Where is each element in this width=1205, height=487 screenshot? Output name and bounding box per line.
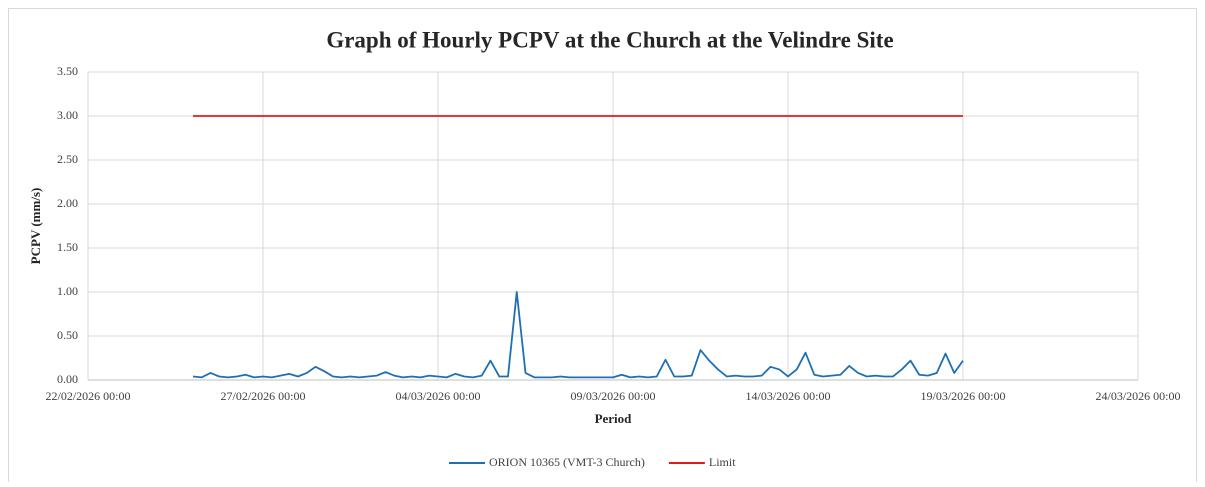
y-tick-label: 0.00 bbox=[57, 372, 78, 386]
legend-label: ORION 10365 (VMT-3 Church) bbox=[489, 455, 645, 469]
x-tick-label: 19/03/2026 00:00 bbox=[920, 389, 1005, 403]
y-axis-title: PCPV (mm/s) bbox=[28, 188, 43, 265]
x-axis-title: Period bbox=[595, 411, 633, 426]
y-tick-label: 3.00 bbox=[57, 108, 78, 122]
y-tick-label: 1.00 bbox=[57, 284, 78, 298]
y-tick-label: 2.50 bbox=[57, 152, 78, 166]
y-tick-label: 1.50 bbox=[57, 240, 78, 254]
x-tick-label: 22/02/2026 00:00 bbox=[45, 389, 130, 403]
x-tick-label: 04/03/2026 00:00 bbox=[395, 389, 480, 403]
y-tick-label: 0.50 bbox=[57, 328, 78, 342]
chart-title: Graph of Hourly PCPV at the Church at th… bbox=[326, 27, 893, 52]
x-tick-label: 27/02/2026 00:00 bbox=[220, 389, 305, 403]
legend-label: Limit bbox=[709, 455, 736, 469]
y-tick-label: 3.50 bbox=[57, 64, 78, 78]
series-line bbox=[192, 291, 964, 379]
y-tick-label: 2.00 bbox=[57, 196, 78, 210]
x-tick-label: 09/03/2026 00:00 bbox=[570, 389, 655, 403]
x-tick-label: 14/03/2026 00:00 bbox=[745, 389, 830, 403]
x-tick-label: 24/03/2026 00:00 bbox=[1095, 389, 1180, 403]
